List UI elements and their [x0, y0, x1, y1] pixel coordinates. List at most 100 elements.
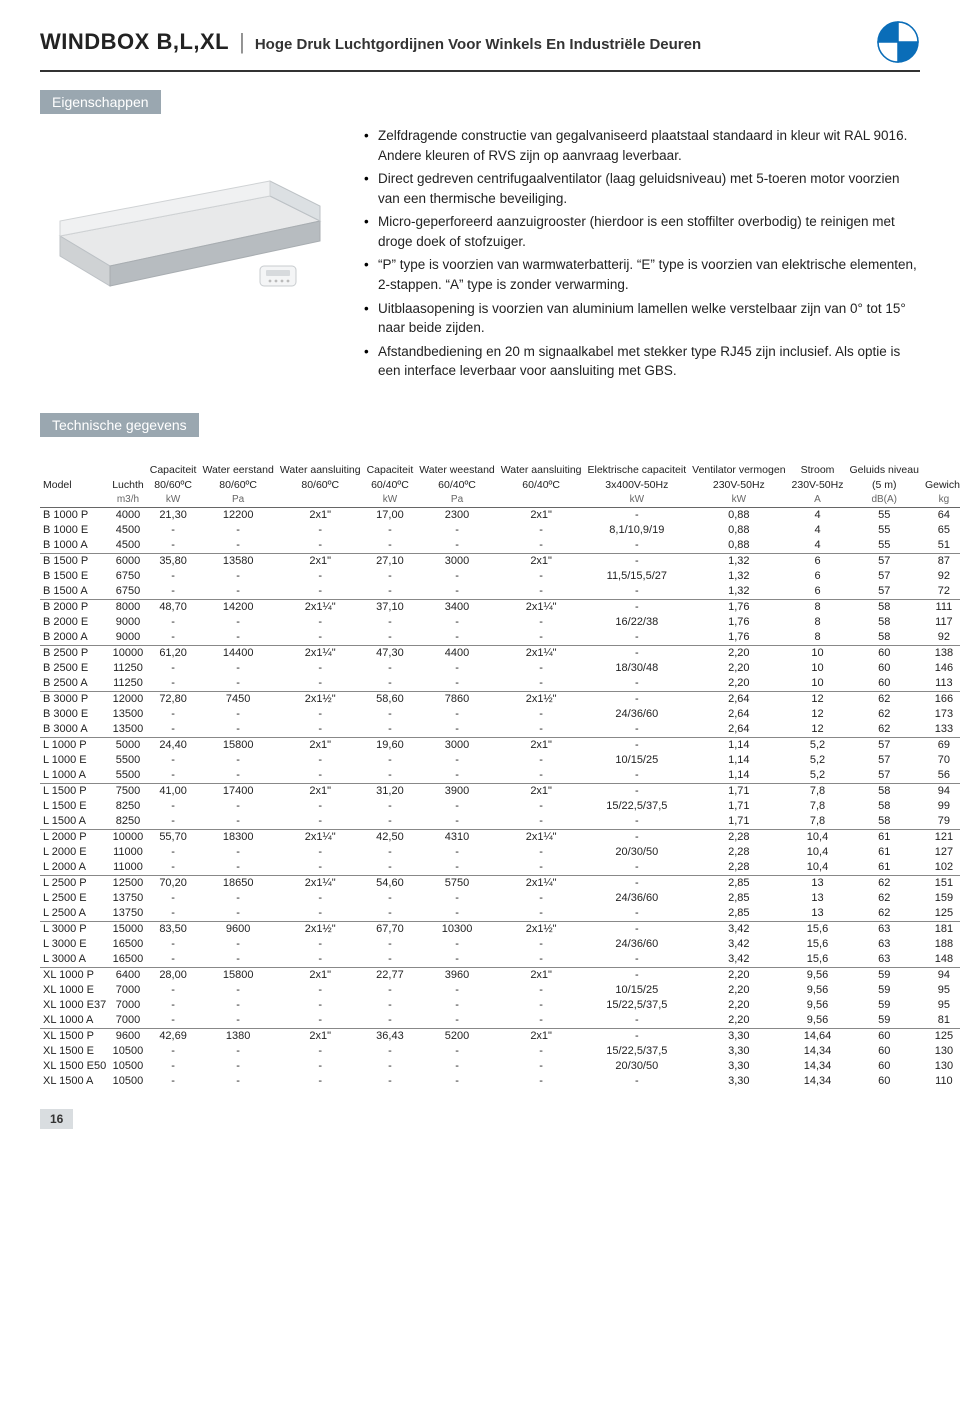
table-cell: -: [416, 952, 497, 968]
table-row: L 1000 A5500-------1,145,25756: [40, 768, 960, 784]
table-cell: 7000: [109, 1013, 147, 1029]
table-cell: XL 1500 E: [40, 1044, 109, 1059]
table-cell: 55,70: [147, 829, 200, 845]
table-row: XL 1500 E10500------15/22,5/37,53,3014,3…: [40, 1044, 960, 1059]
table-cell: -: [416, 998, 497, 1013]
table-cell: 2x1¼": [498, 645, 585, 661]
col-header-line1: Water aansluiting: [498, 463, 585, 478]
table-cell: 11250: [109, 661, 147, 676]
table-cell: 2x1": [498, 967, 585, 983]
table-cell: 11000: [109, 860, 147, 876]
table-cell: 2,20: [689, 645, 788, 661]
col-header-line1: Stroom: [789, 463, 847, 478]
table-cell: -: [498, 845, 585, 860]
table-cell: 15800: [199, 737, 276, 753]
table-cell: 7,8: [789, 799, 847, 814]
table-cell: 1,32: [689, 569, 788, 584]
table-cell: -: [585, 553, 690, 569]
table-row: L 3000 A16500-------3,4215,663148: [40, 952, 960, 968]
table-cell: 70,20: [147, 875, 200, 891]
table-cell: -: [585, 538, 690, 554]
table-cell: 166: [922, 691, 960, 707]
table-cell: 2,28: [689, 860, 788, 876]
table-cell: -: [199, 538, 276, 554]
table-row: XL 1000 A7000-------2,209,565981: [40, 1013, 960, 1029]
table-cell: 3,30: [689, 1044, 788, 1059]
table-cell: 14,34: [789, 1074, 847, 1089]
table-cell: 151: [922, 875, 960, 891]
table-cell: 35,80: [147, 553, 200, 569]
table-row: B 2500 E11250------18/30/482,201060146: [40, 661, 960, 676]
table-cell: L 3000 A: [40, 952, 109, 968]
table-cell: -: [416, 722, 497, 738]
table-cell: 13: [789, 906, 847, 922]
table-cell: -: [199, 676, 276, 692]
table-cell: 1,14: [689, 768, 788, 784]
col-header-line2: 80/60ºC: [199, 478, 276, 493]
table-cell: 15000: [109, 921, 147, 937]
table-cell: 3960: [416, 967, 497, 983]
table-cell: -: [364, 906, 417, 922]
table-row: L 1500 E8250------15/22,5/37,51,717,8589…: [40, 799, 960, 814]
table-cell: 148: [922, 952, 960, 968]
table-cell: 6: [789, 584, 847, 600]
table-row: B 2000 E9000------16/22/381,76858117: [40, 615, 960, 630]
table-cell: 12: [789, 722, 847, 738]
col-header-line1: Capaciteit: [364, 463, 417, 478]
table-cell: -: [277, 937, 364, 952]
table-cell: 3,42: [689, 921, 788, 937]
table-cell: 18300: [199, 829, 276, 845]
table-cell: -: [416, 1074, 497, 1089]
table-cell: 6750: [109, 584, 147, 600]
table-cell: -: [585, 630, 690, 646]
table-cell: -: [277, 676, 364, 692]
col-header-line1: Water weestand: [416, 463, 497, 478]
col-header-line2: 60/40ºC: [498, 478, 585, 493]
table-cell: 58: [846, 814, 921, 830]
table-row: L 2000 P1000055,70183002x1¼"42,5043102x1…: [40, 829, 960, 845]
table-cell: 95: [922, 998, 960, 1013]
feature-bullet: Afstandbediening en 20 m signaalkabel me…: [364, 342, 920, 381]
table-cell: 2x1¼": [498, 599, 585, 615]
table-cell: 14200: [199, 599, 276, 615]
table-cell: -: [277, 1074, 364, 1089]
col-header-line1: Elektrische capaciteit: [585, 463, 690, 478]
table-cell: 1,71: [689, 814, 788, 830]
table-cell: 18650: [199, 875, 276, 891]
table-cell: B 2000 A: [40, 630, 109, 646]
table-row: B 2000 P800048,70142002x1¼"37,1034002x1¼…: [40, 599, 960, 615]
table-cell: 10,4: [789, 860, 847, 876]
table-cell: 2x1": [498, 553, 585, 569]
page-header: WINDBOX B,L,XL | Hoge Druk Luchtgordijne…: [40, 20, 920, 72]
table-cell: -: [364, 891, 417, 906]
table-cell: -: [147, 753, 200, 768]
table-cell: -: [585, 1013, 690, 1029]
table-cell: -: [585, 584, 690, 600]
table-cell: 18/30/48: [585, 661, 690, 676]
table-cell: 5500: [109, 753, 147, 768]
table-cell: -: [147, 1013, 200, 1029]
table-cell: -: [416, 891, 497, 906]
table-cell: 10: [789, 676, 847, 692]
table-cell: -: [364, 661, 417, 676]
table-cell: -: [416, 584, 497, 600]
table-cell: 57: [846, 737, 921, 753]
table-cell: -: [416, 630, 497, 646]
table-cell: -: [498, 753, 585, 768]
table-cell: -: [364, 845, 417, 860]
table-cell: 58,60: [364, 691, 417, 707]
table-cell: 9,56: [789, 967, 847, 983]
table-cell: 2,64: [689, 691, 788, 707]
table-cell: 60: [846, 1074, 921, 1089]
table-cell: -: [277, 584, 364, 600]
table-cell: 1,71: [689, 783, 788, 799]
table-cell: 8,1/10,9/19: [585, 523, 690, 538]
table-cell: 7450: [199, 691, 276, 707]
table-cell: 2,28: [689, 829, 788, 845]
table-cell: 133: [922, 722, 960, 738]
feature-bullet: Direct gedreven centrifugaalventilator (…: [364, 169, 920, 208]
table-cell: 10/15/25: [585, 753, 690, 768]
table-row: XL 1500 E5010500------20/30/503,3014,346…: [40, 1059, 960, 1074]
table-cell: 92: [922, 569, 960, 584]
table-cell: 6400: [109, 967, 147, 983]
